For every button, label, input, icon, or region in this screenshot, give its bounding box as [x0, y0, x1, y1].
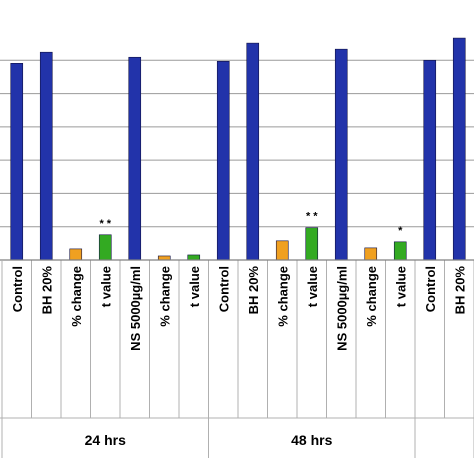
category-label: t value [305, 266, 320, 307]
category-label: % change [69, 266, 84, 327]
bar [305, 227, 319, 261]
category-label: Control [423, 266, 438, 312]
category-label: NS 5000µg/ml [334, 266, 349, 351]
bar [423, 59, 437, 261]
bar [128, 56, 142, 261]
category-label: % change [157, 266, 172, 327]
bar [69, 248, 83, 261]
category-label: % change [364, 266, 379, 327]
category-label: % change [275, 266, 290, 327]
bar [216, 60, 230, 261]
bar [393, 241, 407, 261]
bar [39, 51, 53, 261]
category-label: t value [98, 266, 113, 307]
category-label: Control [216, 266, 231, 312]
group-label: 24 hrs [85, 432, 126, 448]
category-label: BH 20% [246, 266, 261, 315]
significance-marker: * [398, 225, 403, 237]
group-label: 48 hrs [291, 432, 332, 448]
category-label: Control [10, 266, 25, 312]
bar [98, 234, 112, 261]
bar [452, 37, 466, 261]
category-label: BH 20% [452, 266, 467, 315]
bar [275, 240, 289, 261]
category-label: NS 5000µg/ml [128, 266, 143, 351]
bar [187, 254, 201, 261]
significance-marker: * * [99, 218, 111, 230]
category-label: BH 20% [39, 266, 54, 315]
bar [246, 42, 260, 261]
category-label: t value [187, 266, 202, 307]
bar [364, 247, 378, 261]
bar [10, 63, 24, 261]
significance-marker: * * [306, 211, 318, 223]
category-label: t value [393, 266, 408, 307]
bar [157, 255, 171, 261]
bar [334, 48, 348, 261]
